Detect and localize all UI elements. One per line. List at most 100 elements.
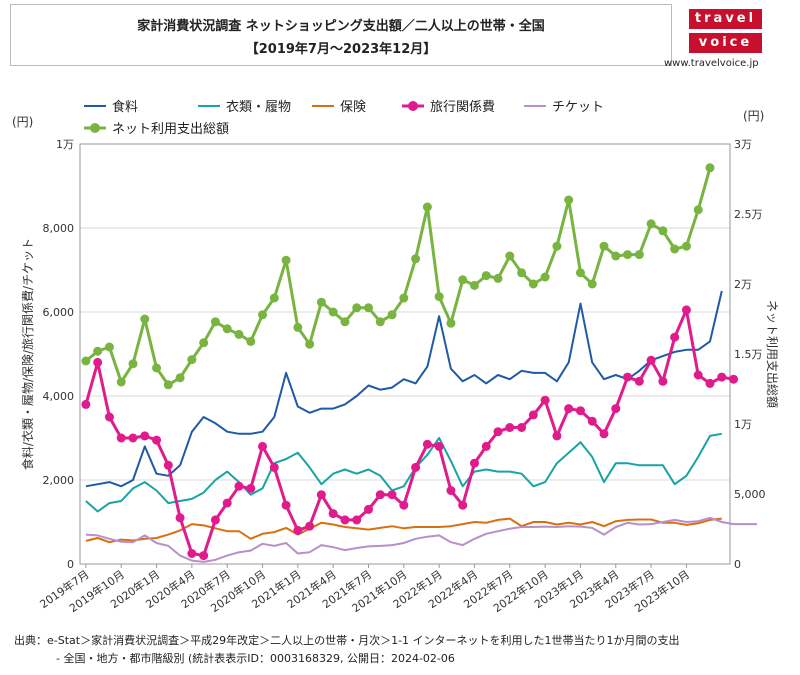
data-point: [564, 195, 574, 205]
legend-label: 食料: [112, 99, 138, 115]
site-url: www.travelvoice.jp: [664, 58, 759, 69]
data-point: [281, 255, 291, 265]
data-point: [116, 433, 126, 443]
y-tick-label: 6,000: [43, 306, 75, 319]
chart-title: 家計消費状況調査 ネットショッピング支出額／二人以上の世帯・全国: [137, 19, 545, 34]
data-point: [634, 376, 644, 386]
data-point: [646, 355, 656, 365]
data-point: [399, 500, 409, 510]
data-point: [693, 205, 703, 215]
data-point: [552, 431, 562, 441]
data-point: [328, 509, 338, 519]
y-axis-title: 食料/衣類・履物/保険/旅行関係費/チケット: [20, 238, 35, 470]
legend-label: 衣類・履物: [226, 99, 291, 115]
source-footer: 出典：e-Stat＞家計消費状況調査＞平成29年改定＞二人以上の世帯・月次＞1-…: [14, 632, 680, 668]
data-point: [175, 373, 185, 383]
data-point: [152, 363, 162, 373]
legend-swatch-marker: [408, 101, 418, 111]
data-point: [163, 460, 173, 470]
data-point: [234, 329, 244, 339]
data-point: [93, 357, 103, 367]
data-point: [681, 241, 691, 251]
line-chart: 0 2,000 4,000 6,000 8,000 1万 0 5,000 1万 1.5万 2万 2.5…: [12, 99, 779, 615]
data-point: [446, 486, 456, 495]
data-point: [623, 372, 633, 382]
chart-panel: 0 2,000 4,000 6,000 8,000 1万 0 5,000 1万 1.5万 2万 2.5…: [0, 88, 800, 628]
data-point: [575, 406, 585, 416]
data-point: [611, 404, 621, 414]
data-point: [258, 310, 268, 320]
legend-label: 旅行関係費: [430, 100, 495, 115]
plot-frame: [79, 143, 731, 565]
data-point: [81, 356, 91, 366]
data-point: [587, 279, 597, 289]
data-point: [269, 293, 279, 303]
legend-label: 保険: [340, 100, 366, 115]
series-line-0: [85, 290, 723, 488]
data-point: [116, 377, 126, 387]
left-unit-label: (円): [12, 115, 33, 129]
data-point: [505, 251, 515, 261]
data-point: [729, 374, 739, 384]
data-point: [375, 317, 385, 327]
source-line-2: - 全国・地方・都市階級別 (統計表表示ID：0003168329, 公開日：2…: [56, 652, 455, 665]
data-point: [564, 404, 574, 414]
data-point: [705, 378, 715, 388]
data-point: [422, 439, 432, 449]
data-point: [234, 481, 244, 491]
data-point: [140, 314, 150, 324]
series-line-4: [85, 516, 758, 563]
data-point: [540, 395, 550, 405]
data-point: [222, 498, 232, 508]
data-point: [434, 292, 444, 302]
y2-tick-label: 3万: [734, 138, 752, 151]
series-line-2: [85, 517, 722, 544]
y2-tick-label: 1.5万: [734, 348, 763, 361]
data-point: [493, 427, 503, 437]
data-point: [399, 293, 409, 303]
y2-axis-title: ネット利用支出総額: [765, 300, 779, 408]
legend-swatch-marker: [90, 123, 100, 133]
data-point: [540, 272, 550, 282]
y-tick-label: 1万: [56, 138, 74, 151]
data-point: [258, 441, 268, 451]
data-point: [187, 549, 197, 558]
data-point: [175, 513, 185, 523]
legend-label: チケット: [552, 100, 604, 115]
y-tick-label: 0: [67, 558, 74, 571]
data-point: [293, 525, 303, 535]
legend-label: ネット利用支出総額: [112, 122, 229, 137]
y-tick-label: 2,000: [43, 474, 75, 487]
data-point: [152, 435, 162, 445]
data-point: [658, 376, 668, 386]
data-point: [104, 342, 114, 352]
travelvoice-logo: travel voice: [688, 8, 763, 54]
data-point: [611, 251, 621, 261]
y2-tick-label: 2.5万: [734, 208, 763, 221]
data-point: [493, 273, 503, 283]
data-point: [93, 346, 103, 356]
right-unit-label: (円): [743, 109, 764, 123]
data-point: [646, 219, 656, 229]
data-point: [528, 410, 538, 420]
data-point: [517, 268, 527, 278]
data-point: [387, 490, 397, 500]
data-point: [481, 441, 491, 451]
data-point: [658, 226, 668, 236]
data-point: [434, 441, 444, 451]
data-point: [328, 307, 338, 317]
data-point: [352, 303, 362, 313]
data-point: [469, 280, 479, 290]
data-point: [575, 268, 585, 278]
data-point: [587, 416, 597, 426]
data-point: [140, 431, 150, 441]
data-point: [352, 515, 362, 525]
data-point: [446, 318, 456, 328]
data-point: [104, 412, 114, 422]
data-point: [163, 380, 173, 390]
data-point: [634, 250, 644, 260]
y2-tick-label: 5,000: [734, 488, 766, 501]
y-tick-label: 8,000: [43, 222, 75, 235]
data-point: [599, 429, 609, 439]
data-point: [199, 551, 209, 561]
